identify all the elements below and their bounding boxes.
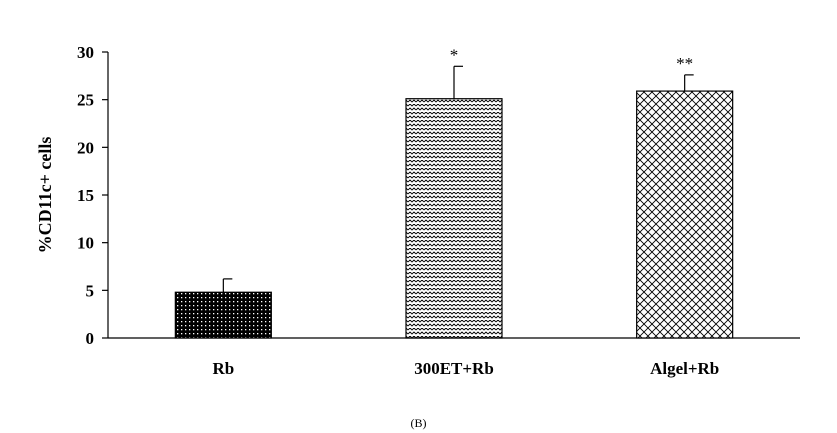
x-tick-label: Algel+Rb — [650, 359, 719, 378]
y-tick-label: 0 — [86, 329, 95, 348]
significance-marker: * — [450, 45, 459, 64]
bar-300et-rb — [405, 98, 503, 339]
y-tick-label: 10 — [77, 234, 94, 253]
bars: * ** — [174, 45, 734, 339]
y-axis-label: %CD11c+ cells — [35, 137, 55, 254]
y-tick-label: 5 — [86, 281, 95, 300]
y-tick-label: 15 — [77, 186, 94, 205]
x-tick-label: 300ET+Rb — [414, 359, 494, 378]
bar-algel-rb — [636, 90, 734, 339]
x-tick-label: Rb — [212, 359, 234, 378]
y-tick-label: 25 — [77, 91, 94, 110]
y-tick-label: 30 — [77, 43, 94, 62]
significance-marker: ** — [676, 54, 693, 73]
y-ticks: 0 5 10 15 20 25 30 — [77, 43, 108, 348]
y-tick-label: 20 — [77, 138, 94, 157]
bar-rb — [174, 291, 272, 339]
x-tick-labels: Rb 300ET+Rb Algel+Rb — [212, 359, 719, 378]
panel-label: (B) — [410, 416, 427, 430]
